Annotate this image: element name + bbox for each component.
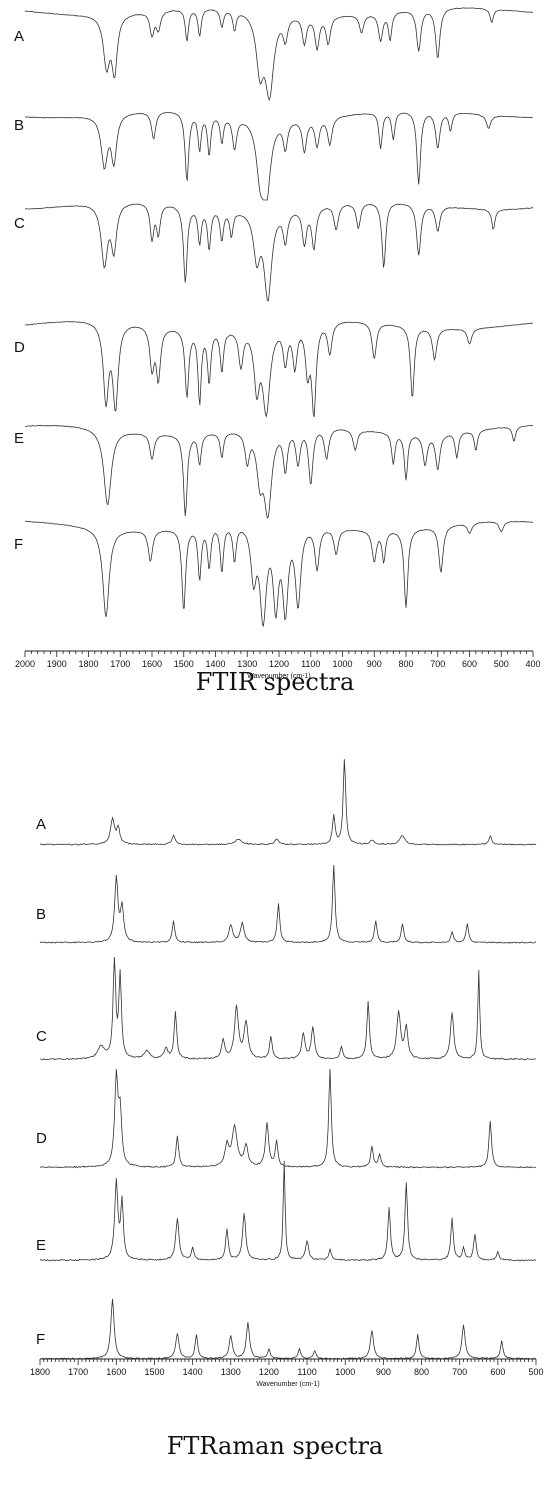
spectrum-line-b: [39, 864, 537, 944]
spectrum-line-e: [24, 424, 534, 519]
x-tick-label: 800: [398, 659, 413, 669]
series-label-f: F: [36, 1331, 45, 1348]
x-tick-label: 1800: [30, 1367, 50, 1377]
x-tick-label: 900: [376, 1367, 391, 1377]
x-tick-label: 600: [462, 659, 477, 669]
spectrum-line-a: [40, 759, 537, 846]
spectrum-line-c: [25, 203, 533, 302]
series-label-a: A: [14, 28, 24, 45]
x-tick-label: 600: [490, 1367, 505, 1377]
x-tick-label: 500: [528, 1367, 543, 1377]
x-axis-label: Wavenumber (cm-1): [247, 673, 311, 680]
series-label-b: B: [14, 117, 24, 134]
x-tick-label: 1700: [110, 659, 130, 669]
raman-chart-title: FTRaman spectra: [166, 1432, 384, 1460]
spectrum-line-f: [39, 1298, 537, 1360]
x-tick-label: 500: [494, 659, 509, 669]
x-tick-label: 1000: [335, 1367, 355, 1377]
x-tick-label: 1400: [205, 659, 225, 669]
spectrum-line-e: [39, 1160, 537, 1262]
spectrum-line-f: [24, 520, 534, 628]
x-tick-label: 900: [367, 659, 382, 669]
series-label-b: B: [36, 906, 46, 923]
x-axis-label: Wavenumber (cm-1): [256, 1381, 320, 1388]
spectrum-line-d: [39, 1068, 537, 1169]
x-tick-label: 1600: [106, 1367, 126, 1377]
x-tick-label: 1500: [144, 1367, 164, 1377]
spectrum-line-d: [25, 321, 534, 418]
x-tick-label: 1000: [332, 659, 352, 669]
x-tick-label: 800: [414, 1367, 429, 1377]
spectrum-line-a: [24, 7, 534, 102]
series-label-f: F: [14, 536, 23, 553]
x-tick-label: 700: [430, 659, 445, 669]
x-tick-label: 1200: [259, 1367, 279, 1377]
x-tick-label: 1900: [47, 659, 67, 669]
series-label-d: D: [36, 1130, 47, 1147]
ftir-chart: 2000 1900 1800 1700 1600 1500 1400 1300 1200 1100…: [14, 7, 541, 680]
x-tick-label: 1300: [237, 659, 257, 669]
series-label-e: E: [36, 1237, 46, 1254]
x-tick-label: 1100: [301, 659, 320, 669]
x-tick-label: 1300: [221, 1367, 241, 1377]
series-label-c: C: [14, 215, 25, 232]
x-tick-label: 1400: [183, 1367, 203, 1377]
series-label-d: D: [14, 339, 25, 356]
raman-chart: 1800 1700 1600 1500 1400 1300 1200 1100 1000 900 8…: [30, 759, 544, 1388]
series-label-c: C: [36, 1028, 47, 1045]
spectrum-line-b: [24, 112, 534, 201]
x-tick-label: 1500: [174, 659, 194, 669]
x-tick-label: 1800: [78, 659, 98, 669]
series-label-e: E: [14, 430, 24, 447]
x-tick-label: 1600: [142, 659, 162, 669]
x-tick-label: 1700: [68, 1367, 88, 1377]
x-tick-label: 2000: [15, 659, 35, 669]
x-tick-label: 400: [525, 659, 540, 669]
x-tick-label: 1200: [269, 659, 289, 669]
x-tick-label: 700: [452, 1367, 467, 1377]
series-label-a: A: [36, 816, 46, 833]
spectrum-line-c: [39, 956, 537, 1061]
ftir-chart-title: FTIR spectra: [195, 668, 355, 696]
x-tick-label: 1100: [297, 1367, 316, 1377]
